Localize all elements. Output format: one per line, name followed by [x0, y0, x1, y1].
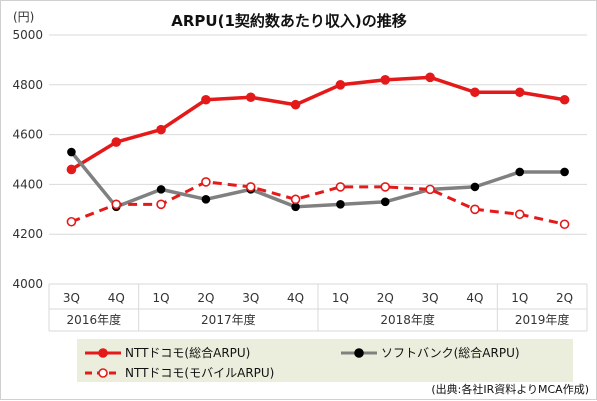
data-point [560, 167, 569, 177]
data-point [470, 204, 480, 215]
y-tick-label: 5000 [12, 28, 43, 42]
data-point [470, 182, 480, 192]
data-point [380, 75, 391, 85]
data-point [156, 185, 166, 194]
data-point [336, 200, 345, 209]
y-tick-labels: 4000 4200 4400 4600 4800 5000 [12, 28, 43, 291]
x-quarter-label: 4Q [287, 291, 304, 305]
legend-symbol [341, 348, 377, 358]
series-line [70, 75, 565, 171]
x-axis: 3Q 4Q 1Q 2Q 3Q 4Q 1Q 2Q 3Q 4Q 1Q 2Q 2016年度 2017年度 2018… [48, 284, 588, 332]
x-quarter-label: 1Q [332, 291, 349, 305]
y-tick-label: 4600 [12, 128, 43, 142]
data-point [201, 94, 211, 105]
source-note: (出典:各社IR資料よりMCA作成) [431, 382, 589, 396]
x-quarter-label: 1Q [511, 291, 528, 305]
x-quarter-label: 3Q [242, 291, 259, 305]
x-year-label: 2018年度 [380, 312, 435, 327]
x-year-label: 2016年度 [67, 312, 122, 327]
grid-lines [49, 34, 587, 285]
x-quarter-label: 2Q [197, 291, 214, 305]
data-point [514, 209, 525, 220]
data-point [425, 184, 435, 195]
data-point [66, 164, 77, 175]
y-tick-label: 4000 [12, 277, 43, 291]
series-line [70, 180, 565, 226]
y-axis-unit: (円) [13, 10, 34, 24]
legend-label: ソフトバンク(総合ARPU) [381, 345, 520, 360]
data-point [290, 194, 301, 205]
data-point [245, 92, 256, 103]
data-point [156, 199, 166, 210]
data-point [201, 177, 211, 187]
data-point [111, 199, 122, 210]
series-line [70, 150, 565, 209]
data-point [380, 182, 391, 192]
series-1 [67, 147, 569, 212]
data-point [470, 87, 480, 98]
x-quarter-label: 1Q [153, 291, 170, 305]
data-point [514, 87, 525, 98]
legend-label: NTTドコモ(総合ARPU) [125, 345, 250, 360]
series-layer [66, 72, 570, 230]
data-point [335, 182, 346, 192]
x-quarter-label: 3Q [63, 291, 80, 305]
data-point [245, 182, 256, 192]
legend: NTTドコモ(総合ARPU) ソフトバンク(総合ARPU) NTTドコモ(モバイルA… [77, 339, 573, 382]
series-0 [66, 72, 570, 175]
legend-symbol [85, 368, 121, 378]
legend-symbol [85, 348, 121, 358]
data-point [559, 219, 570, 230]
data-point [559, 94, 570, 105]
x-quarter-label: 2Q [556, 291, 573, 305]
x-quarter-label: 2Q [377, 291, 394, 305]
x-quarter-label: 4Q [108, 291, 125, 305]
data-point [335, 80, 346, 90]
data-point [425, 72, 435, 83]
legend-label: NTTドコモ(モバイルARPU) [125, 366, 274, 380]
data-point [156, 124, 166, 135]
y-tick-label: 4200 [12, 227, 43, 241]
x-quarter-label: 3Q [422, 291, 439, 305]
chart-title: ARPU(1契約数あたり収入)の推移 [171, 12, 406, 30]
series-2 [66, 177, 570, 230]
data-point [290, 99, 301, 110]
data-point [291, 202, 300, 212]
data-point [201, 195, 211, 204]
x-year-label: 2019年度 [515, 312, 570, 327]
data-point [380, 197, 390, 207]
x-year-label: 2017年度 [201, 312, 256, 327]
y-tick-label: 4800 [12, 78, 43, 92]
data-point [67, 147, 76, 157]
data-point [515, 167, 525, 177]
x-quarter-label: 4Q [466, 291, 483, 305]
data-point [66, 216, 77, 227]
data-point [111, 137, 122, 147]
y-tick-label: 4400 [12, 177, 43, 191]
legend-box [77, 339, 573, 382]
